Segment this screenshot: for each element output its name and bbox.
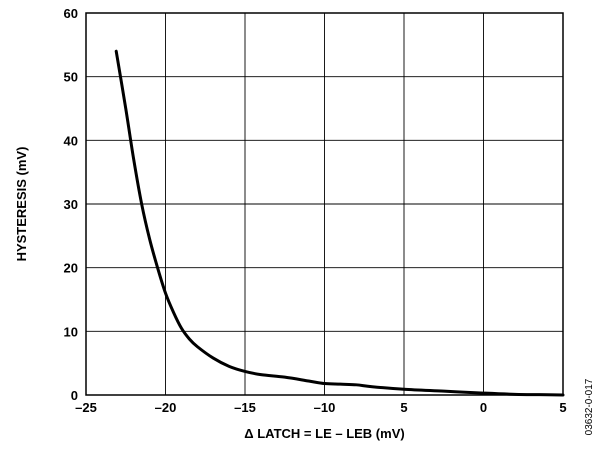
- x-axis-title: Δ LATCH = LE – LEB (mV): [244, 426, 404, 441]
- figure-id-label: 03632-0-017: [584, 378, 595, 435]
- x-tick-label: 5: [559, 400, 566, 415]
- y-tick-label: 20: [64, 261, 78, 276]
- x-tick-label: 0: [480, 400, 487, 415]
- y-tick-label: 30: [64, 197, 78, 212]
- x-tick-label: –25: [75, 400, 97, 415]
- y-tick-label: 0: [71, 388, 78, 403]
- y-tick-label: 60: [64, 6, 78, 21]
- x-tick-label: –10: [314, 400, 336, 415]
- grid-lines: [86, 13, 563, 395]
- x-axis-ticks: –25 –20 –15 –10 5 0 5: [75, 400, 566, 415]
- x-tick-label: –20: [155, 400, 177, 415]
- y-axis-title: HYSTERESIS (mV): [14, 147, 29, 262]
- x-tick-label: 5: [400, 400, 407, 415]
- y-tick-label: 40: [64, 133, 78, 148]
- hysteresis-curve: [114, 49, 565, 397]
- x-tick-label: –15: [234, 400, 256, 415]
- data-series: [114, 49, 565, 397]
- y-tick-label: 10: [64, 324, 78, 339]
- y-axis-ticks: 0 10 20 30 40 50 60: [64, 6, 78, 403]
- plot-area-frame: [85, 12, 564, 396]
- y-tick-label: 50: [64, 70, 78, 85]
